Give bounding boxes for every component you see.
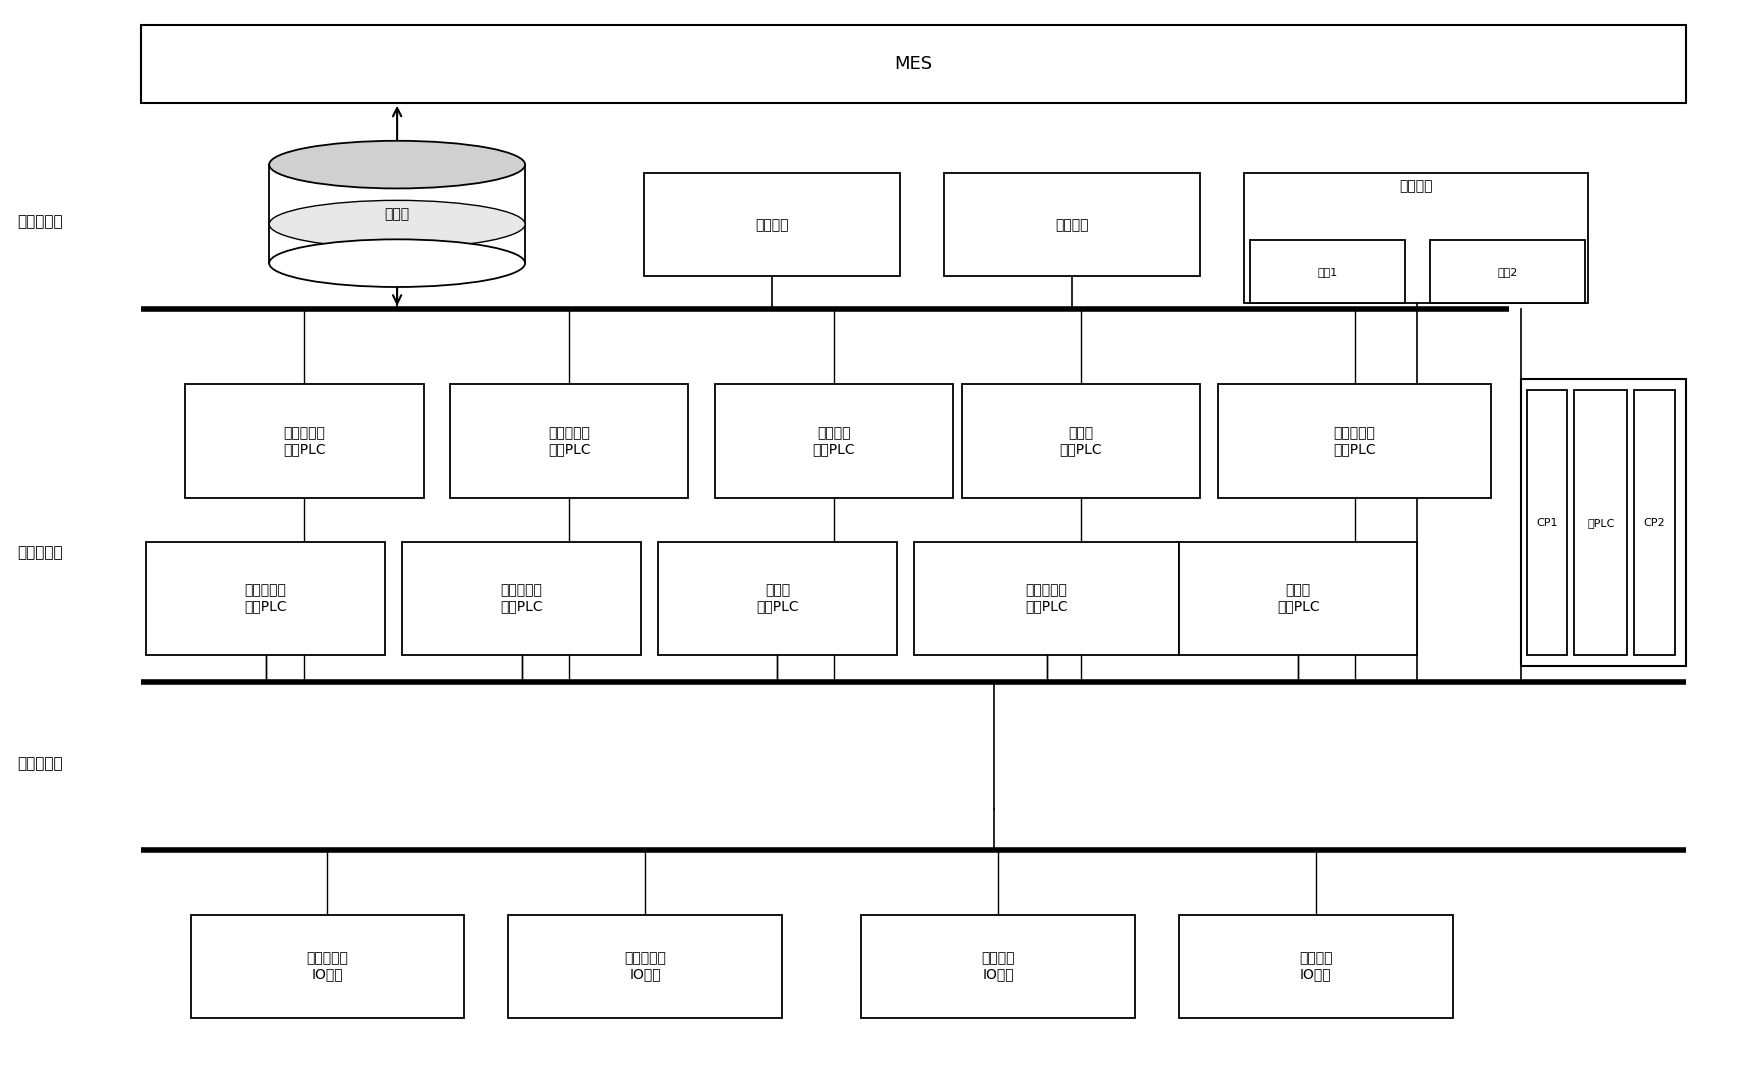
Text: 数据库: 数据库	[385, 207, 409, 221]
Bar	[402, 542, 640, 655]
Ellipse shape	[273, 243, 522, 284]
Bar	[1249, 240, 1404, 303]
Bar	[1573, 390, 1626, 655]
Text: CP1: CP1	[1535, 518, 1558, 527]
Bar	[270, 165, 526, 263]
Bar	[508, 915, 781, 1018]
Text: 滤棒交换子
系统PLC: 滤棒交换子 系统PLC	[282, 427, 326, 456]
Text: 信号传输层: 信号传输层	[18, 756, 64, 771]
Bar	[1521, 379, 1685, 666]
Bar	[961, 384, 1200, 498]
Bar	[1217, 384, 1491, 498]
Bar	[146, 542, 385, 655]
Bar	[1178, 915, 1452, 1018]
Ellipse shape	[268, 239, 526, 287]
Text: 控制逻辑层: 控制逻辑层	[18, 545, 64, 560]
Text: 烟丝出柜子
系统PLC: 烟丝出柜子 系统PLC	[1025, 584, 1067, 613]
Bar	[1526, 390, 1566, 655]
Text: 制冷子
系统PLC: 制冷子 系统PLC	[1275, 584, 1319, 613]
Ellipse shape	[268, 200, 526, 248]
Text: CP2: CP2	[1642, 518, 1665, 527]
Bar	[861, 915, 1134, 1018]
Text: 卷接包机台
IO信号: 卷接包机台 IO信号	[307, 952, 348, 981]
Text: 成型机台
IO信号: 成型机台 IO信号	[981, 952, 1014, 981]
Text: 甘油子
系统PLC: 甘油子 系统PLC	[1058, 427, 1102, 456]
Text: 主PLC: 主PLC	[1586, 518, 1614, 527]
Text: 网卡1: 网卡1	[1316, 266, 1337, 277]
Text: 中控系统: 中控系统	[1399, 179, 1432, 193]
Text: 管理信息层: 管理信息层	[18, 214, 64, 230]
Text: 喷丝机子
系统PLC: 喷丝机子 系统PLC	[811, 427, 856, 456]
Ellipse shape	[268, 141, 526, 188]
Bar	[191, 915, 464, 1018]
Text: 网卡2: 网卡2	[1496, 266, 1517, 277]
Text: 品牌切换子
系统PLC: 品牌切换子 系统PLC	[499, 584, 543, 613]
Bar	[1244, 173, 1588, 303]
Bar	[185, 384, 423, 498]
Bar	[714, 384, 953, 498]
Bar	[450, 384, 688, 498]
Text: 装封箱机子
系统PLC: 装封箱机子 系统PLC	[1332, 427, 1376, 456]
Bar	[658, 542, 896, 655]
Bar	[914, 542, 1178, 655]
Bar	[1633, 390, 1674, 655]
Bar	[141, 25, 1685, 103]
Bar	[1429, 240, 1584, 303]
Text: 数采终端: 数采终端	[1055, 218, 1088, 232]
Text: 空调子
系统PLC: 空调子 系统PLC	[755, 584, 799, 613]
Bar	[1178, 542, 1416, 655]
Text: 风送除尘子
系统PLC: 风送除尘子 系统PLC	[243, 584, 288, 613]
Bar	[944, 173, 1200, 276]
Text: 成型机台
IO信号: 成型机台 IO信号	[1298, 952, 1332, 981]
Text: 条烟输送子
系统PLC: 条烟输送子 系统PLC	[547, 427, 591, 456]
Text: MES: MES	[894, 55, 931, 73]
Bar	[644, 173, 900, 276]
Text: 卷接包机台
IO信号: 卷接包机台 IO信号	[624, 952, 665, 981]
Text: 数采终端: 数采终端	[755, 218, 789, 232]
